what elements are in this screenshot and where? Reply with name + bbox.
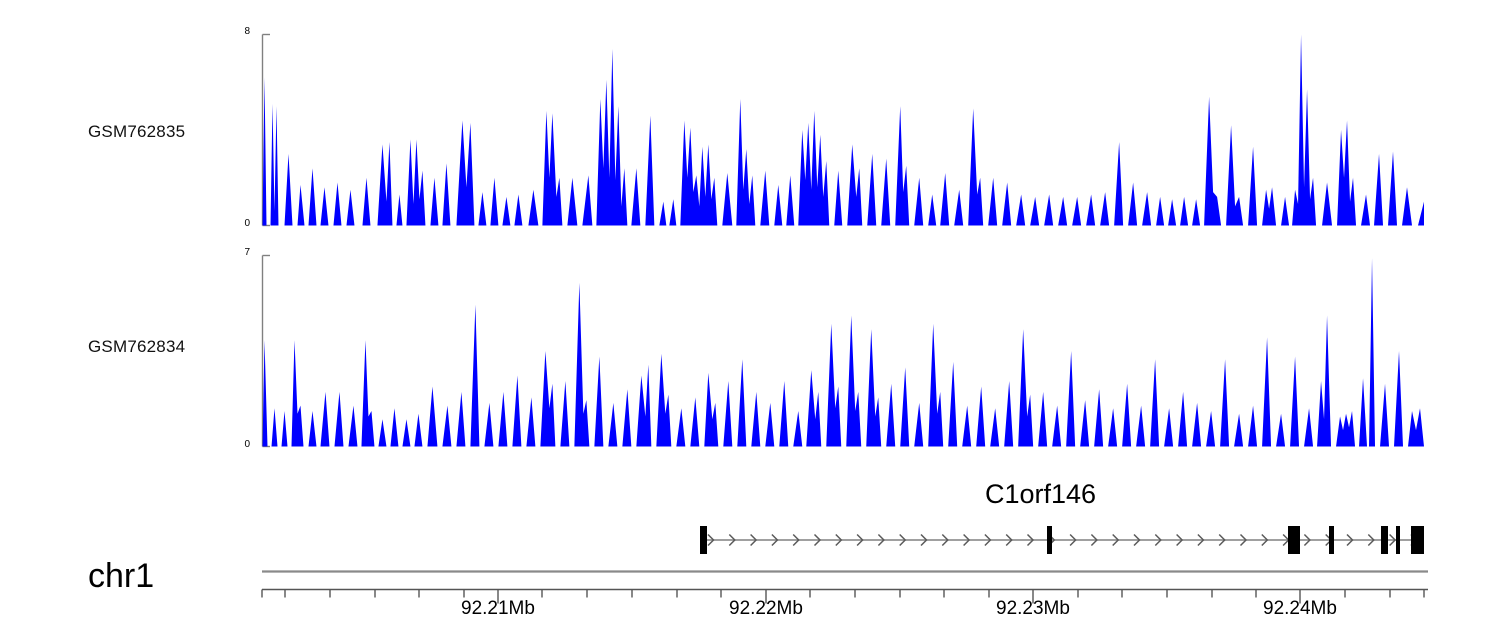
track1-coverage-plot	[261, 33, 1424, 227]
strand-arrow-icon	[1005, 533, 1013, 547]
strand-arrow-icon	[728, 533, 736, 547]
strand-arrow-icon	[941, 533, 949, 547]
track2-axis-min-label: 0	[244, 439, 250, 450]
chromosome-label: chr1	[88, 557, 155, 595]
exon-block[interactable]	[1047, 526, 1052, 554]
exon-block[interactable]	[1329, 526, 1334, 554]
strand-arrow-icon	[877, 533, 885, 547]
strand-arrow-icon	[899, 533, 907, 547]
exon-block[interactable]	[1396, 526, 1400, 554]
strand-arrow-icon	[1026, 533, 1035, 547]
track1-axis-max-label: 8	[244, 26, 250, 37]
strand-arrow-icon	[1218, 533, 1226, 547]
gene-model[interactable]	[690, 520, 1435, 560]
strand-arrow-icon	[1112, 533, 1120, 547]
strand-arrow-icon	[1239, 533, 1248, 547]
track-label-gsm762834: GSM762834	[88, 337, 186, 356]
strand-arrow-icon	[1154, 533, 1162, 547]
exon-block[interactable]	[1288, 526, 1300, 554]
ruler-axis	[261, 570, 1428, 604]
strand-arrow-icon	[1346, 533, 1354, 547]
strand-arrow-icon	[1090, 533, 1098, 547]
strand-arrow-icon	[963, 533, 971, 547]
exon-block[interactable]	[700, 526, 707, 554]
strand-arrow-icon	[856, 533, 864, 547]
strand-arrow-icon	[1133, 533, 1141, 547]
ruler-tick-label: 92.24Mb	[1263, 598, 1337, 619]
ruler-tick-label: 92.23Mb	[996, 598, 1070, 619]
gene-name-label[interactable]: C1orf146	[985, 479, 1097, 509]
strand-arrow-icon	[1367, 533, 1375, 547]
strand-arrow-icon	[1303, 533, 1311, 547]
ruler-tick-label: 92.21Mb	[461, 598, 535, 619]
strand-arrow-icon	[707, 533, 715, 547]
track1-axis-min-label: 0	[244, 218, 250, 229]
track2-axis-max-label: 7	[244, 247, 250, 258]
track2-area-path	[262, 258, 1424, 447]
strand-arrow-icon	[813, 533, 822, 547]
coverage-track-gsm762834: GSM762834 7 0	[88, 247, 1424, 450]
strand-arrow-icon	[792, 533, 800, 547]
strand-arrow-icon	[771, 533, 779, 547]
exon-block[interactable]	[1381, 526, 1388, 554]
track-label-gsm762835: GSM762835	[88, 122, 186, 141]
gene-exon-blocks	[700, 526, 1424, 554]
gene-annotation-track: C1orf146	[690, 479, 1435, 560]
ruler-tick-label: 92.22Mb	[729, 598, 803, 619]
track2-coverage-plot	[261, 254, 1424, 448]
ruler-tick-marks	[261, 589, 1425, 604]
strand-arrow-icon	[835, 533, 843, 547]
strand-arrow-icon	[984, 533, 992, 547]
strand-arrow-icon	[1069, 533, 1077, 547]
track1-area-path	[262, 34, 1424, 226]
strand-arrow-icon	[1176, 533, 1184, 547]
strand-arrow-icon	[920, 533, 928, 547]
strand-arrow-icon	[750, 533, 758, 547]
strand-arrow-icon	[1197, 533, 1205, 547]
exon-block[interactable]	[1411, 526, 1424, 554]
strand-arrow-icon	[1389, 533, 1397, 547]
strand-arrow-icon	[1261, 533, 1269, 547]
coverage-track-gsm762835: GSM762835 8 0	[0, 0, 1500, 232]
